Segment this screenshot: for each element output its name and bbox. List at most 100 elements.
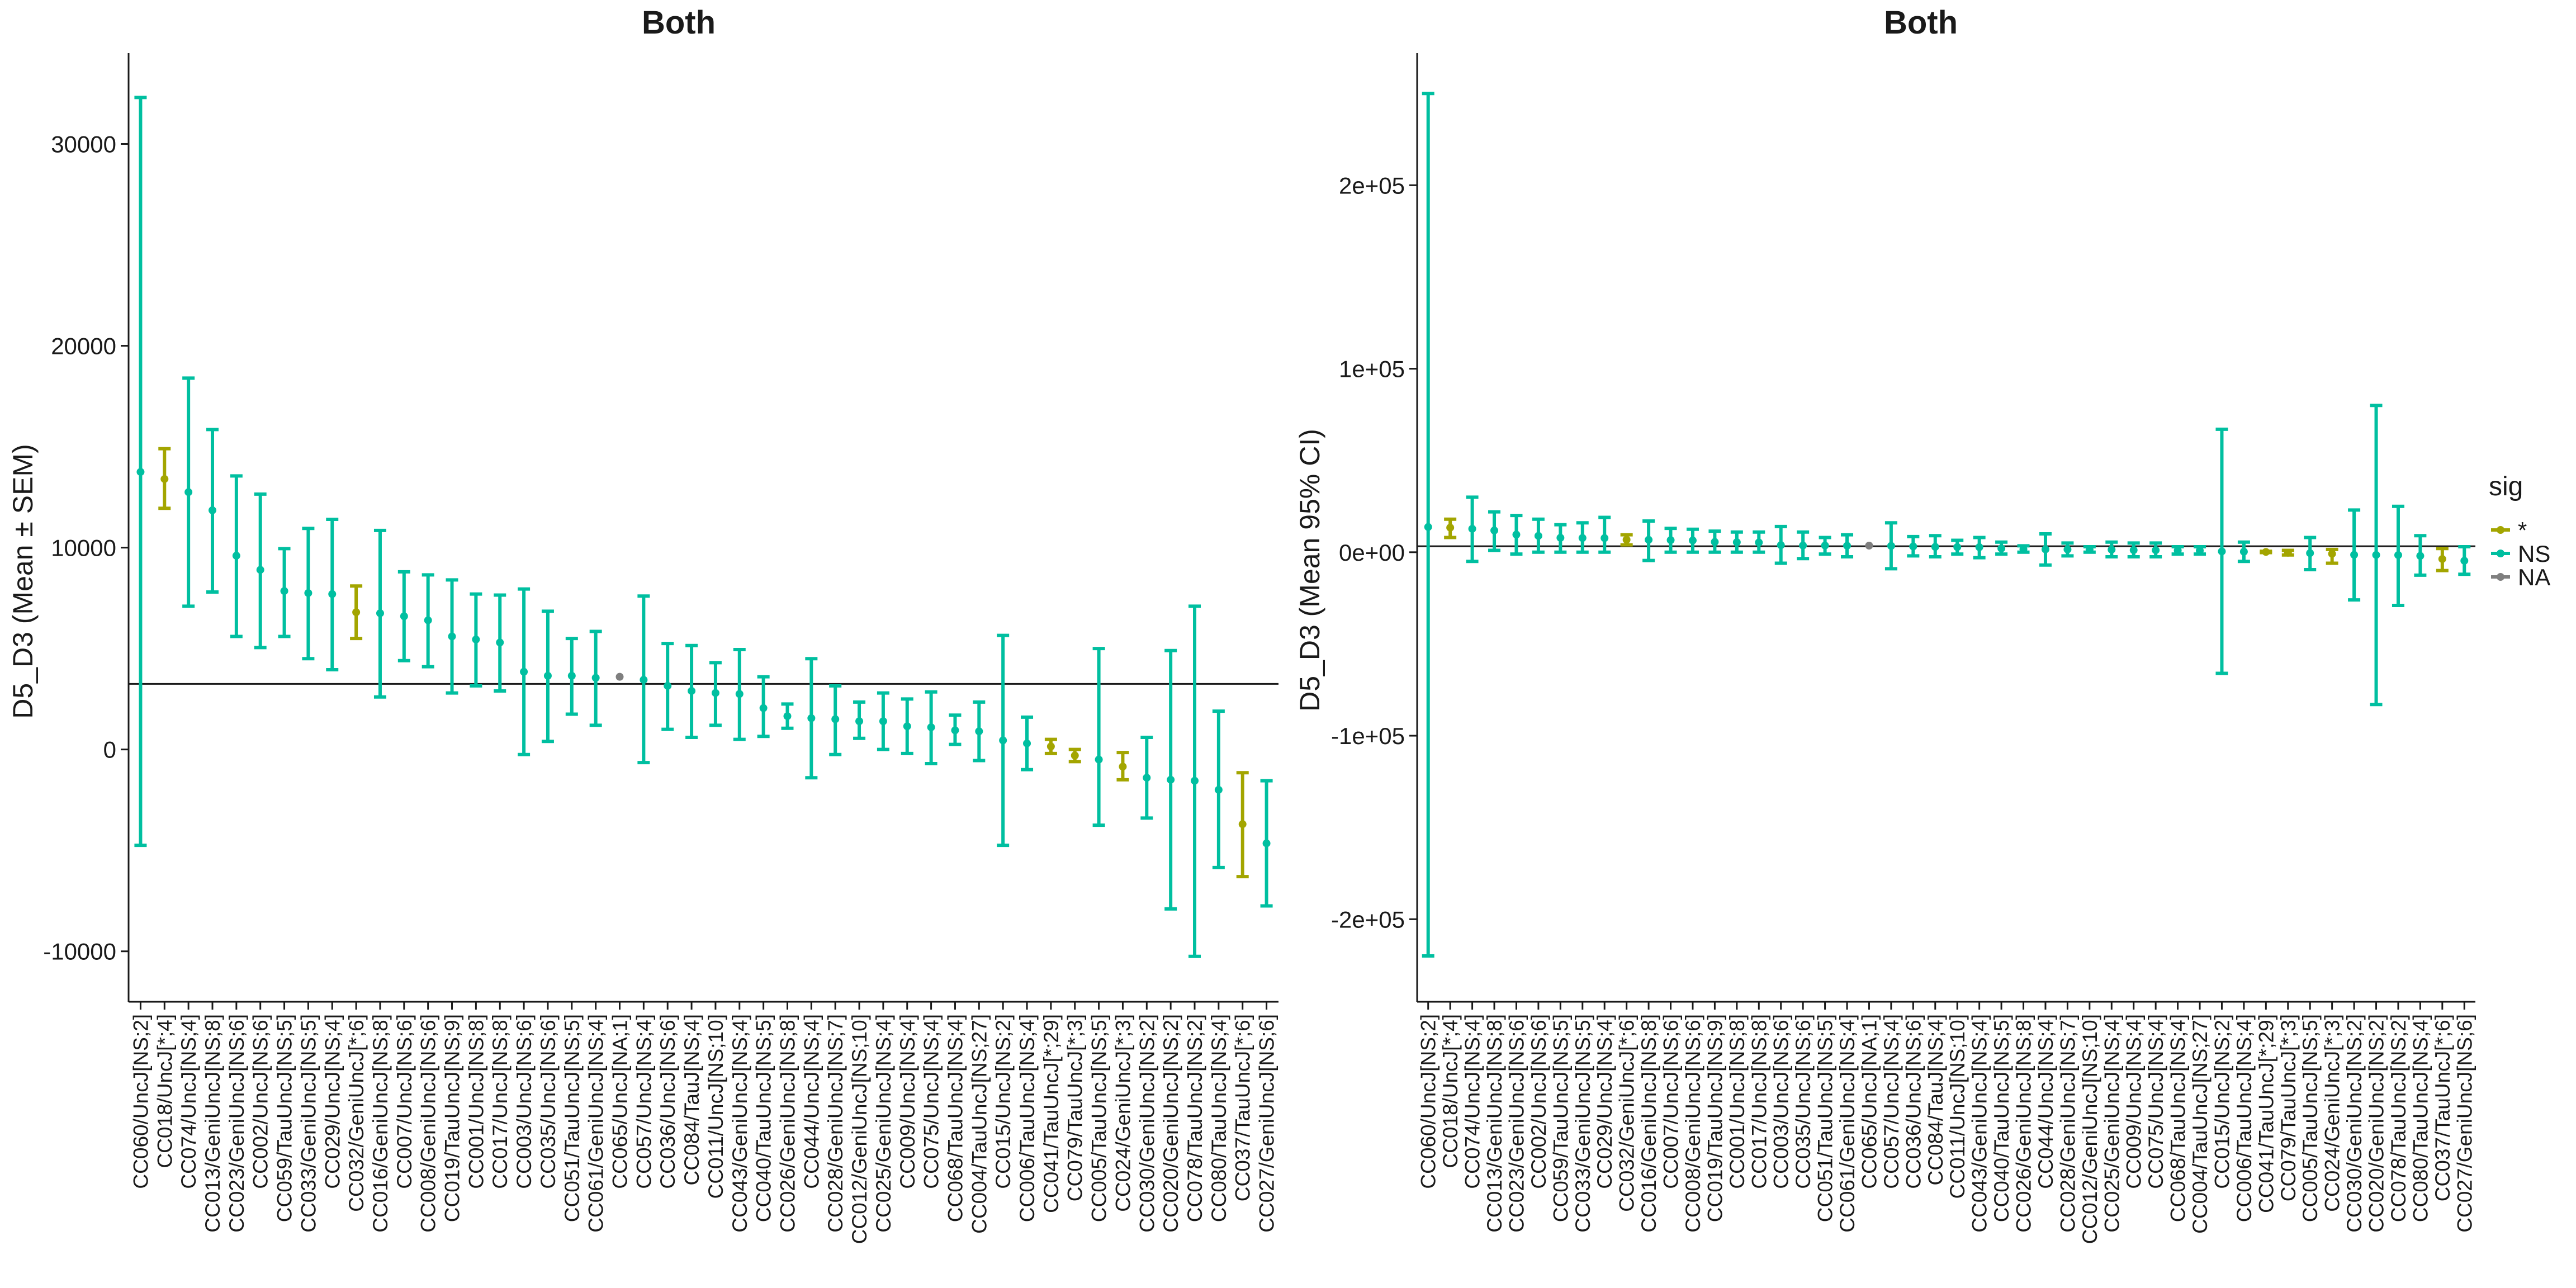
error-bar <box>2017 544 2030 554</box>
mean-point <box>1238 820 1247 828</box>
mean-point <box>831 715 840 723</box>
error-bar <box>254 492 267 650</box>
error-bar <box>2348 508 2361 602</box>
x-tick-label: CC078/TauUncJ[NS;2] <box>1183 1014 1206 1222</box>
error-bar <box>326 518 339 672</box>
mean-point <box>2085 546 2094 554</box>
error-bar <box>182 376 195 608</box>
error-bar <box>1164 648 1177 911</box>
mean-point <box>1755 538 1763 547</box>
mean-point <box>256 566 264 574</box>
x-tick-label: CC030/GeniUncJ[NS;2] <box>2343 1014 2366 1233</box>
left-x-ticks: CC060/UncJ[NS;2] CC018/UncJ[*;4] CC074/Unc… <box>129 1002 1278 1244</box>
y-tick-label: 30000 <box>51 131 116 157</box>
error-bar <box>1620 533 1633 547</box>
error-bar <box>877 691 889 751</box>
mean-point <box>855 717 864 726</box>
error-bar <box>973 700 986 763</box>
error-bar <box>1576 521 1589 554</box>
legend-title: sig <box>2489 472 2523 501</box>
x-tick-label: CC003/UncJ[NS;6] <box>1770 1014 1793 1189</box>
x-tick-label: CC016/GeniUncJ[NS;8] <box>369 1014 392 1233</box>
x-tick-label: CC068/TauUncJ[NS;4] <box>2167 1014 2190 1222</box>
left-error-bars <box>134 96 1273 958</box>
mean-point <box>2019 545 2028 553</box>
x-tick-label: CC026/GeniUncJ[NS;8] <box>776 1014 799 1233</box>
error-bar <box>757 675 770 738</box>
right-panel-title: Both <box>1884 4 1958 41</box>
error-bar <box>1260 779 1273 908</box>
mean-point <box>2372 551 2380 559</box>
mean-point <box>1666 536 1675 544</box>
legend-item: NS <box>2491 541 2550 567</box>
x-tick-label: CC023/GeniUncJ[NS;6] <box>1505 1014 1528 1233</box>
right-error-bars <box>1422 92 2471 958</box>
error-bar <box>2237 540 2250 564</box>
mean-point <box>2328 550 2336 558</box>
error-bar <box>709 661 722 727</box>
x-tick-label: CC017/UncJ[NS;8] <box>1748 1014 1770 1189</box>
mean-point <box>1732 538 1741 546</box>
error-bar <box>805 657 818 780</box>
x-tick-label: CC030/GeniUncJ[NS;2] <box>1135 1014 1158 1233</box>
error-bar <box>1044 737 1057 755</box>
x-tick-label: CC024/GeniUncJ[*;3] <box>2321 1014 2344 1212</box>
error-bar <box>1488 510 1501 552</box>
mean-point <box>1143 774 1151 782</box>
x-tick-label: CC006/TauUncJ[NS;4] <box>2233 1014 2256 1222</box>
error-bar <box>1819 536 1831 556</box>
x-tick-label: CC028/GeniUncJ[NS;7] <box>824 1014 847 1233</box>
x-tick-label: CC044/UncJ[NS;4] <box>2034 1014 2057 1189</box>
x-tick-label: CC040/TauUncJ[NS;5] <box>752 1014 775 1222</box>
x-tick-label: CC008/GeniUncJ[NS;6] <box>1682 1014 1704 1233</box>
mean-point <box>1909 542 1917 551</box>
mean-point <box>903 722 911 731</box>
error-bar <box>1730 530 1743 554</box>
x-tick-label: CC029/UncJ[NS;4] <box>1593 1014 1616 1189</box>
y-tick-label: 2e+05 <box>1339 172 1405 198</box>
error-bar <box>589 629 602 727</box>
mean-point <box>2041 545 2049 553</box>
x-tick-label: CC061/GeniUncJ[NS;4] <box>585 1014 608 1233</box>
mean-point <box>975 727 983 736</box>
x-tick-label: CC061/GeniUncJ[NS;4] <box>1836 1014 1859 1233</box>
mean-point <box>688 686 696 695</box>
legend-key-point <box>2497 550 2504 557</box>
mean-point <box>328 590 337 598</box>
error-bar <box>1140 736 1153 820</box>
mean-point <box>1534 532 1542 540</box>
legend-item: NA <box>2491 564 2550 590</box>
mean-point <box>999 736 1007 745</box>
error-bar <box>446 578 458 695</box>
error-bar <box>2436 547 2449 572</box>
mean-point <box>1262 839 1271 847</box>
mean-point <box>1799 541 1807 550</box>
error-bar <box>2326 547 2338 565</box>
error-bar <box>1598 515 1611 554</box>
mean-point <box>400 612 408 621</box>
y-tick-label: 0 <box>103 737 116 763</box>
mean-point <box>1843 542 1852 550</box>
mean-point <box>208 506 216 514</box>
x-tick-label: CC025/GeniUncJ[NS;4] <box>2100 1014 2123 1233</box>
y-tick-label: 1e+05 <box>1339 356 1405 382</box>
error-bar <box>733 647 746 741</box>
x-tick-label: CC041/TauUncJ[*;29] <box>2255 1014 2277 1213</box>
mean-point <box>472 635 480 643</box>
y-tick-label: 10000 <box>51 535 116 561</box>
x-tick-label: CC020/GeniUncJ[NS;2] <box>1159 1014 1182 1233</box>
error-bar <box>1642 519 1655 562</box>
error-bar <box>949 713 962 746</box>
error-bar <box>158 447 171 510</box>
x-tick-label: CC043/GeniUncJ[NS;4] <box>1968 1014 1991 1233</box>
error-bar <box>2149 541 2162 559</box>
error-bar <box>2304 536 2317 571</box>
x-tick-label: CC013/GeniUncJ[NS;8] <box>1483 1014 1506 1233</box>
error-bar <box>853 700 866 740</box>
x-tick-label: CC084/TauJ[NS;4] <box>680 1014 703 1185</box>
mean-point <box>543 671 552 680</box>
error-bar <box>1021 715 1034 771</box>
error-bar <box>2105 540 2118 559</box>
x-tick-label: CC080/TauUncJ[NS;4] <box>1208 1014 1230 1222</box>
x-tick-label: CC018/UncJ[*;4] <box>153 1014 176 1168</box>
